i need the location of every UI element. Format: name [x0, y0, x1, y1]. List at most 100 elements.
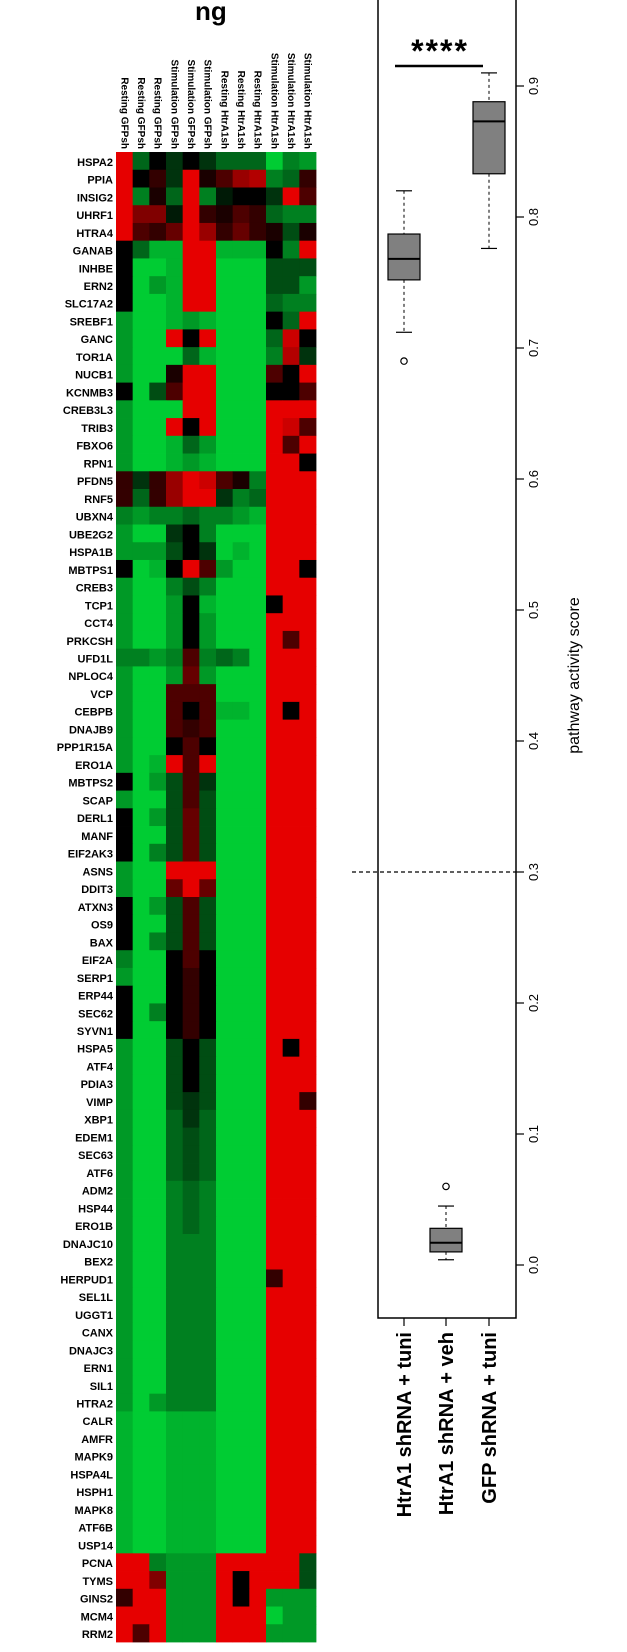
heatmap-cell — [282, 506, 300, 525]
heatmap-cell — [149, 1198, 167, 1217]
heatmap-cell — [282, 1180, 300, 1199]
heatmap-cell — [199, 719, 217, 738]
heatmap-cell — [299, 666, 317, 685]
heatmap-cell — [232, 985, 250, 1004]
heatmap-cell — [299, 1393, 317, 1412]
heatmap-cell — [166, 364, 184, 383]
heatmap-cell — [182, 1003, 200, 1022]
heatmap-cell — [216, 1535, 234, 1554]
heatmap-cell — [116, 808, 134, 827]
heatmap-cell — [232, 950, 250, 969]
gene-label: SIL1 — [90, 1381, 113, 1393]
heatmap-cell — [299, 1500, 317, 1519]
heatmap-cell — [182, 542, 200, 561]
gene-label: ERO1A — [75, 760, 113, 772]
heatmap-cell — [249, 1038, 267, 1058]
heatmap-cell — [232, 240, 250, 259]
heatmap-cell — [216, 1411, 234, 1430]
heatmap-cell — [299, 914, 317, 933]
heatmap-cell — [232, 453, 250, 472]
heatmap-cell — [199, 169, 217, 188]
heatmap-cell — [232, 1287, 250, 1306]
heatmap-cell — [249, 1624, 267, 1643]
heatmap-cell — [166, 1216, 184, 1235]
heatmap-cell — [216, 914, 234, 933]
heatmap-cell — [266, 613, 284, 632]
heatmap-cell — [299, 1429, 317, 1448]
heatmap-cell — [166, 1234, 184, 1253]
heatmap-cell — [216, 1021, 234, 1040]
heatmap-cell — [149, 1393, 167, 1412]
heatmap-cell — [249, 1606, 267, 1625]
heatmap-cell — [299, 1234, 317, 1253]
heatmap-cell — [199, 666, 217, 685]
heatmap-cell — [249, 1358, 267, 1377]
heatmap-cell — [116, 418, 134, 437]
heatmap-cell — [199, 1038, 217, 1058]
heatmap-cell — [182, 861, 200, 880]
heatmap-cell — [116, 187, 134, 206]
heatmap-cell — [266, 755, 284, 774]
heatmap-cell — [149, 187, 167, 206]
heatmap-cell — [166, 1074, 184, 1093]
heatmap-cell — [216, 630, 234, 650]
heatmap-cell — [282, 1269, 300, 1288]
heatmap-cell — [132, 1021, 150, 1040]
heatmap-cell — [166, 719, 184, 738]
heatmap-cell — [116, 1535, 134, 1554]
heatmap-cell — [216, 932, 234, 951]
heatmap-cell — [182, 826, 200, 845]
axis-tick-label: 0.6 — [526, 470, 541, 488]
heatmap-cell — [299, 276, 317, 295]
heatmap-cell — [249, 1145, 267, 1164]
heatmap-cell — [216, 1003, 234, 1022]
heatmap-cell — [216, 329, 234, 348]
heatmap-cell — [249, 843, 267, 862]
heatmap-cell — [249, 1429, 267, 1448]
heatmap-cell — [132, 914, 150, 933]
heatmap-cell — [232, 1145, 250, 1164]
heatmap-cell — [149, 932, 167, 951]
heatmap-cell — [266, 577, 284, 596]
heatmap-cell — [132, 1446, 150, 1466]
heatmap-cell — [132, 1287, 150, 1306]
heatmap-cell — [216, 719, 234, 738]
heatmap-cell — [199, 1429, 217, 1448]
heatmap-cell — [116, 1180, 134, 1199]
heatmap-cell — [282, 1216, 300, 1235]
heatmap-cell — [182, 1553, 200, 1572]
heatmap-cell — [282, 808, 300, 827]
heatmap-cell — [182, 985, 200, 1004]
heatmap-cell — [199, 595, 217, 614]
heatmap-cell — [282, 187, 300, 206]
heatmap-cell — [199, 648, 217, 667]
heatmap-cell — [282, 1446, 300, 1466]
heatmap-cell — [166, 648, 184, 667]
heatmap-cell — [282, 152, 300, 171]
heatmap-cell — [232, 1234, 250, 1253]
heatmap-cell — [149, 205, 167, 224]
heatmap-cell — [232, 276, 250, 295]
heatmap-cell — [182, 808, 200, 827]
heatmap-cell — [182, 1500, 200, 1519]
heatmap-cell — [149, 1358, 167, 1377]
box — [472, 101, 506, 175]
gene-label: HSPA5 — [77, 1044, 113, 1056]
heatmap-cell — [266, 1163, 284, 1182]
heatmap-cell — [116, 701, 134, 721]
heatmap-cell — [216, 897, 234, 916]
heatmap-cell — [232, 152, 250, 171]
heatmap-cell — [166, 755, 184, 774]
heatmap-cell — [182, 1251, 200, 1270]
heatmap-cell — [216, 595, 234, 614]
heatmap-cell — [266, 293, 284, 313]
heatmap-cell — [199, 613, 217, 632]
heatmap-cell — [249, 1500, 267, 1519]
heatmap-cell — [182, 506, 200, 525]
heatmap-cell — [149, 1021, 167, 1040]
heatmap-cell — [132, 577, 150, 596]
heatmap-cell — [266, 1003, 284, 1022]
gene-label: SLC17A2 — [65, 299, 113, 311]
heatmap-cell — [232, 1464, 250, 1483]
